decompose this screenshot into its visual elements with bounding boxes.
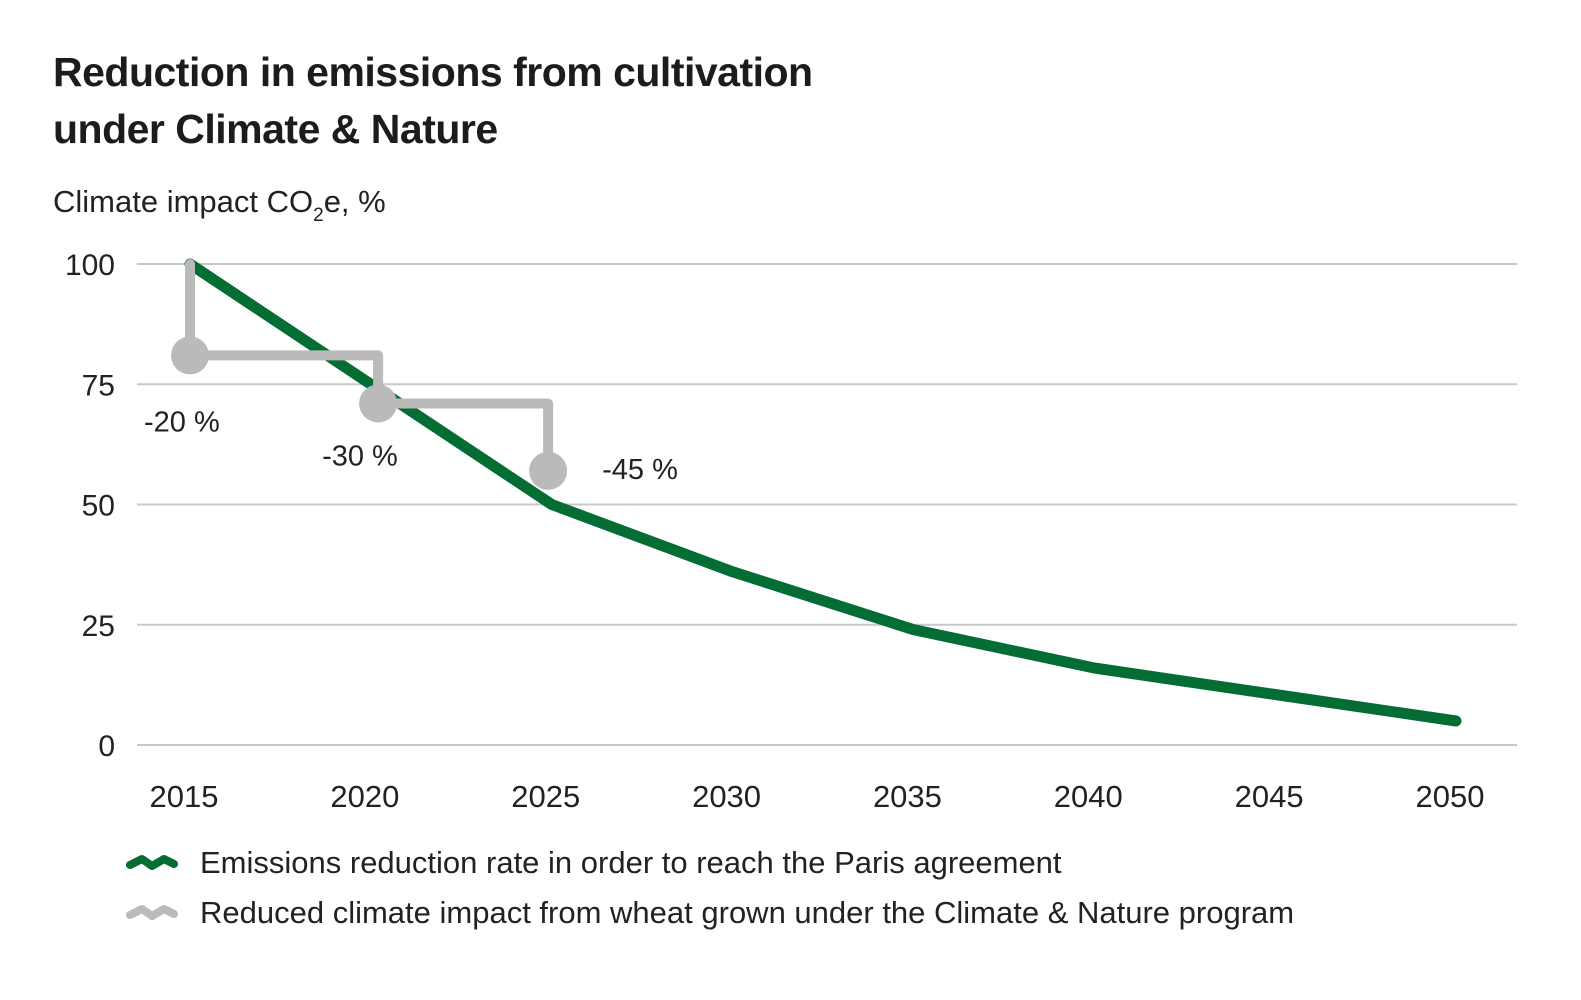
x-tick-label: 2020 [330, 779, 399, 814]
gridlines [137, 263, 1517, 746]
x-tick-label: 2030 [692, 779, 761, 814]
y-axis-label: Climate impact CO2e, % [53, 183, 386, 225]
chart-title: Reduction in emissions from cultivation … [53, 44, 813, 158]
y-axis-label-prefix: Climate impact CO [53, 184, 314, 219]
y-axis-label-suffix: e, % [323, 184, 386, 219]
program-marker-label: -45 % [602, 454, 678, 486]
x-tick-label: 2050 [1416, 779, 1485, 814]
legend-item-program: Reduced climate impact from wheat grown … [124, 888, 1294, 938]
legend-item-paris: Emissions reduction rate in order to rea… [124, 838, 1294, 888]
y-axis-label-subscript: 2 [313, 205, 324, 226]
y-tick-label: 100 [65, 249, 115, 282]
legend: Emissions reduction rate in order to rea… [124, 838, 1294, 938]
y-axis-ticks: 0 25 50 75 100 [65, 249, 115, 763]
program-marker-label: -20 % [144, 406, 220, 438]
x-tick-label: 2025 [511, 779, 580, 814]
step-annotations: -20 % -30 % -45 % [144, 336, 678, 490]
series-paris-agreement [184, 258, 1462, 727]
x-tick-label: 2040 [1054, 779, 1123, 814]
chart-title-line-2: under Climate & Nature [53, 106, 498, 152]
program-marker [171, 336, 209, 375]
program-marker [529, 451, 568, 490]
y-tick-label: 0 [98, 730, 115, 763]
chart-title-line-1: Reduction in emissions from cultivation [53, 49, 813, 95]
x-axis-ticks: 2015 2020 2025 2030 2035 2040 2045 2050 [150, 779, 1485, 814]
y-tick-label: 75 [82, 369, 115, 402]
program-marker [359, 384, 398, 423]
legend-label-program: Reduced climate impact from wheat grown … [200, 895, 1295, 930]
program-marker-label: -30 % [322, 440, 398, 472]
legend-swatch-program-icon [126, 905, 178, 920]
y-tick-label: 50 [82, 490, 115, 523]
legend-label-paris: Emissions reduction rate in order to rea… [200, 845, 1062, 880]
paris-line [184, 258, 1462, 727]
y-tick-label: 25 [82, 610, 115, 643]
x-tick-label: 2015 [150, 779, 219, 814]
x-tick-label: 2035 [873, 779, 942, 814]
legend-swatch-paris-icon [126, 855, 178, 870]
x-tick-label: 2045 [1235, 779, 1304, 814]
